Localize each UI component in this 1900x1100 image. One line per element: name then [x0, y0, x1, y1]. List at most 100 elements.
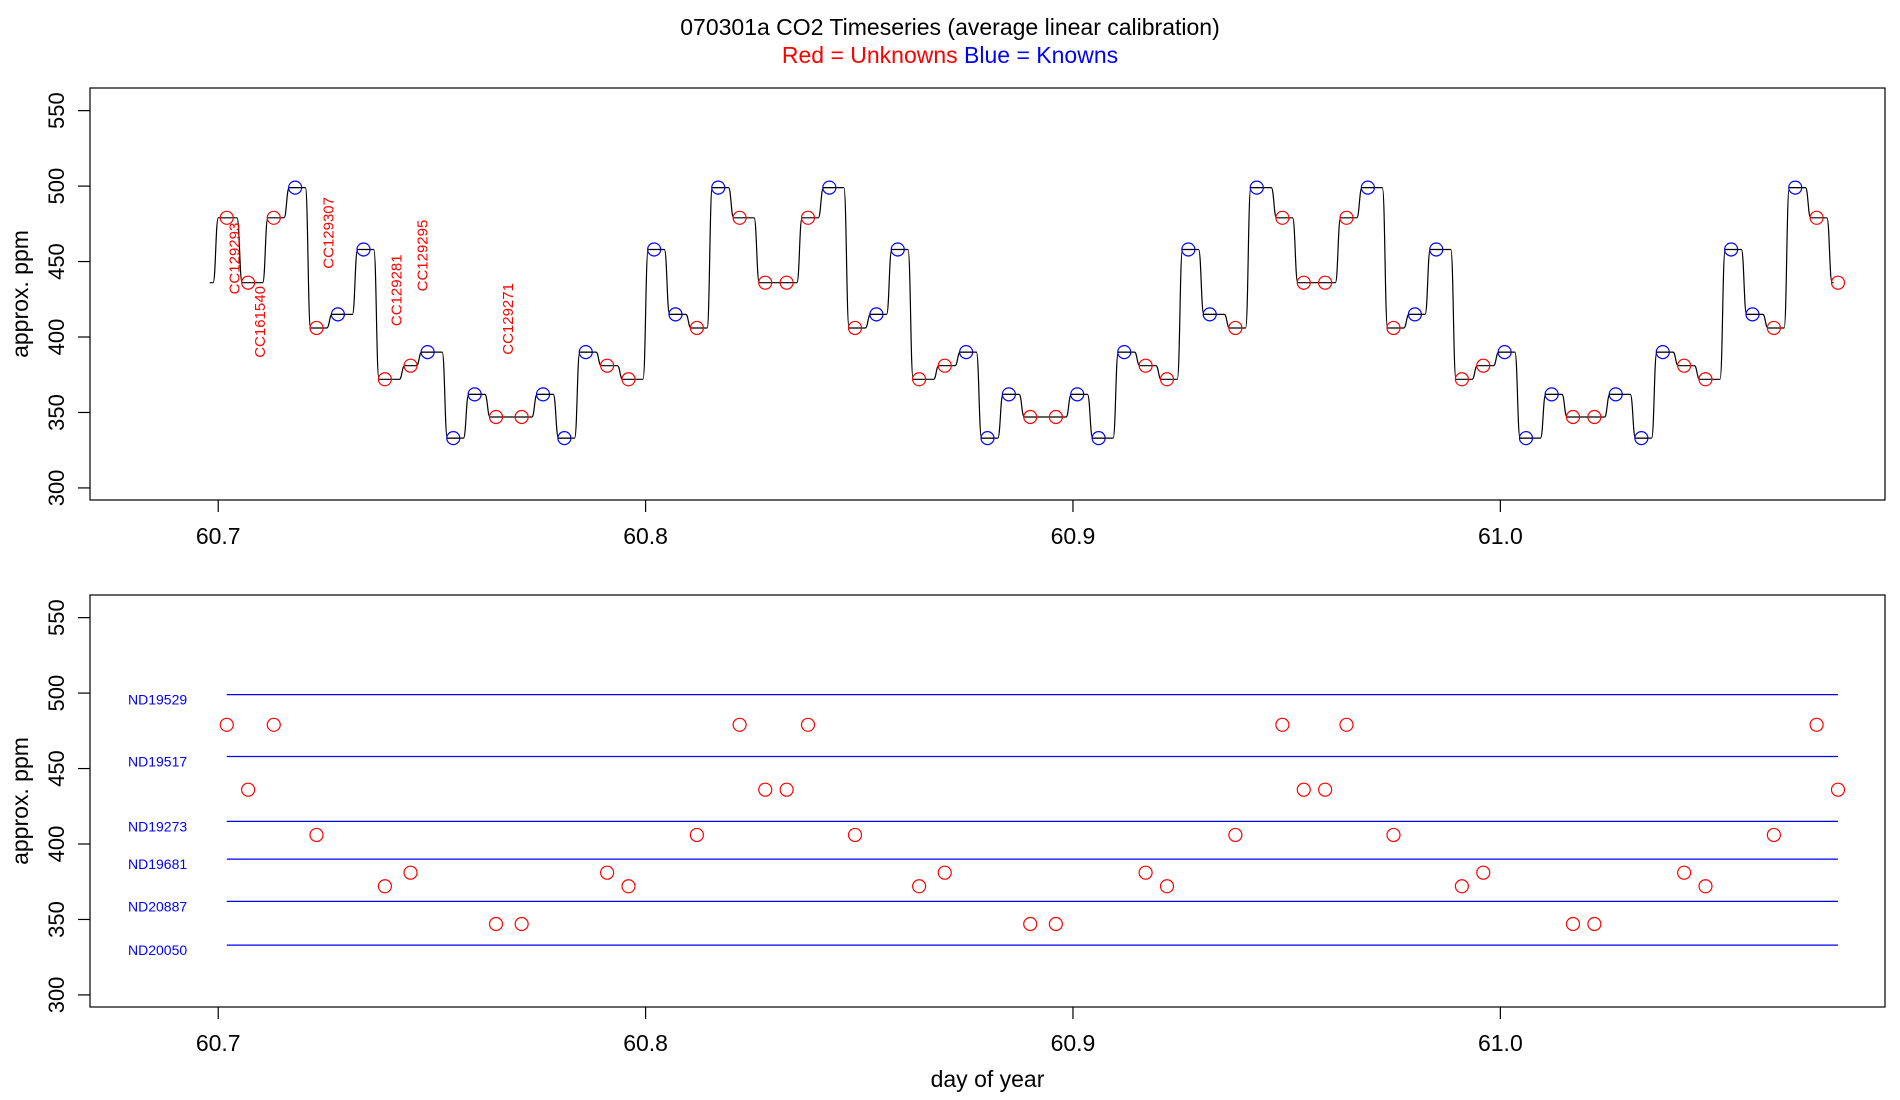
x-tick-label: 60.7 [196, 523, 241, 549]
unknown-point [1830, 275, 1846, 290]
y-axis-label: approx. ppm [7, 230, 33, 358]
top-panel: 300 350 400 450 500 550 60.7 60.8 60.9 61.0 approx… [7, 87, 1886, 549]
unknown-point [600, 865, 615, 880]
sample-annotation: CC129295 [414, 220, 431, 292]
y-tick-label: 450 [44, 243, 69, 280]
x-tick-label: 60.9 [1051, 523, 1096, 549]
x-axis-label: day of year [931, 1066, 1045, 1092]
unknown-point [1138, 358, 1153, 373]
unknown-point [1454, 879, 1469, 894]
unknown-point [1476, 358, 1491, 373]
standard-label: ND20887 [128, 898, 187, 914]
unknown-point [403, 358, 418, 373]
bottom-panel: 300 350 400 450 500 550 60.7 60.8 60.9 61.0 approx… [7, 594, 1886, 1092]
unknown-point [241, 275, 256, 290]
unknown-point [732, 717, 747, 732]
unknown-point [689, 827, 704, 843]
x-tick-label: 60.9 [1051, 1030, 1096, 1056]
sample-annotation: CC129281 [389, 254, 406, 326]
y-axis-label: approx. ppm [7, 737, 33, 865]
x-tick-label: 60.8 [623, 1030, 668, 1056]
unknown-point [1677, 865, 1692, 880]
y-tick-label: 550 [44, 599, 69, 636]
unknown-point [488, 409, 504, 425]
unknown-point [600, 358, 615, 373]
unknown-point [266, 717, 281, 732]
unknown-point [1296, 782, 1311, 797]
unknown-point [1339, 717, 1354, 732]
unknown-point [1587, 409, 1602, 425]
unknown-point [779, 275, 794, 290]
unknown-point [241, 782, 256, 797]
unknown-point [514, 916, 529, 932]
unknown-point [1138, 865, 1153, 880]
unknown-point [1339, 210, 1354, 225]
unknown-point [1386, 827, 1401, 843]
unknown-point [1275, 210, 1290, 225]
unknown-point [847, 320, 863, 336]
standard-label: ND19517 [128, 753, 187, 769]
unknown-point [1830, 782, 1846, 797]
unknown-point [758, 782, 773, 797]
unknown-point [266, 210, 281, 225]
y-tick-label: 350 [44, 394, 69, 431]
y-tick-label: 400 [44, 319, 69, 356]
x-tick-label: 60.8 [623, 523, 668, 549]
unknown-point [1275, 717, 1290, 732]
standard-label: ND19681 [128, 856, 187, 872]
y-tick-label: 500 [44, 168, 69, 205]
unknown-point [758, 275, 773, 290]
y-tick-label: 550 [44, 92, 69, 129]
unknown-point [1048, 409, 1063, 425]
unknown-point [403, 865, 418, 880]
unknown-point [732, 210, 747, 225]
unknown-point [1386, 320, 1401, 336]
unknown-point [800, 210, 816, 225]
unknown-point [621, 372, 636, 387]
subtitle-knowns: Blue = Knowns [964, 42, 1119, 68]
sample-annotation: CC161540 [252, 286, 269, 358]
x-tick-label: 60.7 [196, 1030, 241, 1056]
unknown-point [779, 782, 794, 797]
unknown-point [1454, 372, 1469, 387]
y-tick-label: 400 [44, 826, 69, 863]
unknown-point [621, 879, 636, 894]
unknown-point [309, 827, 324, 843]
standard-label: ND19529 [128, 692, 187, 708]
unknown-point [1048, 916, 1063, 932]
unknown-point [912, 879, 927, 894]
unknown-point [488, 916, 504, 932]
unknown-point [1677, 358, 1692, 373]
unknown-point [1228, 320, 1243, 336]
sample-annotation: CC129307 [320, 197, 337, 269]
co2-trace-line [209, 187, 1834, 439]
unknown-point [377, 372, 392, 387]
y-tick-label: 350 [44, 901, 69, 938]
unknown-point [219, 717, 234, 732]
unknown-point [514, 409, 529, 425]
unknown-point [1766, 827, 1781, 843]
unknown-point [912, 372, 927, 387]
unknown-point [800, 717, 816, 732]
y-tick-label: 450 [44, 750, 69, 787]
y-tick-label: 300 [44, 470, 69, 507]
unknown-point [1023, 409, 1038, 425]
unknown-point [1565, 409, 1581, 425]
unknown-point [1296, 275, 1311, 290]
plot-frame [89, 87, 1886, 501]
unknown-point [1698, 372, 1713, 387]
unknown-point [847, 827, 863, 843]
unknown-point [1476, 865, 1491, 880]
standard-label: ND19273 [128, 818, 187, 834]
plot-frame [89, 594, 1886, 1008]
y-tick-label: 500 [44, 675, 69, 712]
unknown-point [1587, 916, 1602, 932]
standard-label: ND20050 [128, 942, 187, 958]
unknown-point [1023, 916, 1038, 932]
sample-annotation: CC129271 [500, 283, 517, 355]
subtitle-unknowns: Red = Unknowns [781, 42, 958, 68]
unknown-point [689, 320, 704, 336]
unknown-point [1159, 372, 1175, 387]
unknown-point [937, 358, 952, 373]
